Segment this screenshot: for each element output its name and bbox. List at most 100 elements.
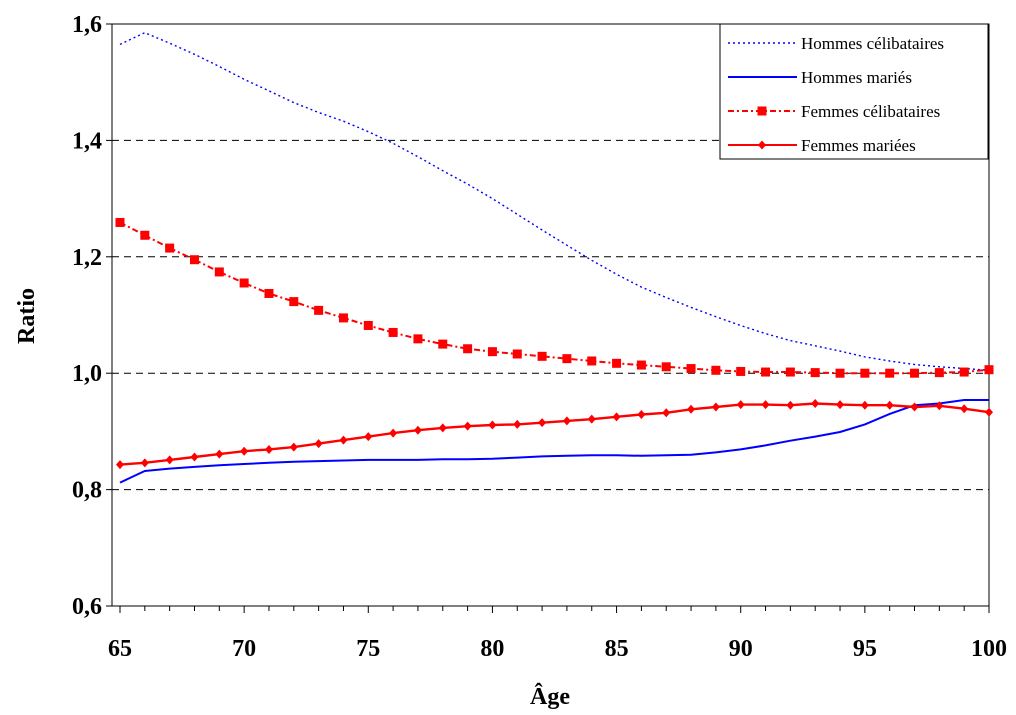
data-point xyxy=(239,278,249,288)
data-point xyxy=(985,407,993,417)
data-point xyxy=(115,217,125,227)
x-tick-label: 85 xyxy=(605,636,629,662)
data-point xyxy=(190,452,199,462)
data-point xyxy=(438,339,448,349)
legend-label: Femmes mariées xyxy=(801,136,916,155)
data-point xyxy=(314,305,324,315)
data-point xyxy=(264,288,274,298)
data-point xyxy=(860,368,870,378)
x-tick-label: 95 xyxy=(853,636,877,662)
data-point xyxy=(810,368,820,378)
x-tick-label: 75 xyxy=(356,636,380,662)
x-axis-title: Âge xyxy=(530,683,570,710)
data-point xyxy=(487,347,497,357)
x-tick-label: 65 xyxy=(108,636,132,662)
data-point xyxy=(215,449,224,459)
y-tick-label: 1,2 xyxy=(72,245,102,271)
data-point xyxy=(934,368,944,378)
series-line xyxy=(119,31,990,371)
y-tick-label: 0,8 xyxy=(72,478,102,504)
data-point xyxy=(984,365,994,375)
data-point xyxy=(910,368,920,378)
data-point xyxy=(264,444,273,454)
data-point xyxy=(339,435,348,445)
x-axis-ticks: 65 70 75 80 85 90 95 100 xyxy=(108,606,1007,662)
data-point xyxy=(116,460,124,470)
y-tick-label: 1,0 xyxy=(72,361,102,387)
data-point xyxy=(562,354,572,364)
data-point xyxy=(885,368,895,378)
data-point xyxy=(736,366,746,376)
data-point xyxy=(289,442,298,452)
data-point xyxy=(885,400,894,410)
data-point xyxy=(438,423,447,433)
data-point xyxy=(612,412,621,422)
data-point xyxy=(538,418,547,428)
data-point xyxy=(537,351,547,361)
data-point xyxy=(758,140,766,150)
data-point xyxy=(513,419,522,429)
x-tick-label: 100 xyxy=(971,636,1007,662)
y-tick-label: 1,4 xyxy=(72,128,102,154)
data-point xyxy=(363,320,373,330)
data-point xyxy=(463,344,473,354)
data-point xyxy=(910,402,919,412)
data-point xyxy=(488,420,497,430)
data-point xyxy=(835,368,845,378)
series-layer xyxy=(115,31,994,484)
data-point xyxy=(662,408,671,418)
data-point xyxy=(338,313,348,323)
y-axis-title: Ratio xyxy=(14,288,40,344)
data-point xyxy=(959,367,969,377)
series-line xyxy=(119,221,990,375)
data-point xyxy=(935,401,944,411)
data-point xyxy=(757,106,767,116)
data-point xyxy=(711,365,721,375)
data-point xyxy=(761,367,771,377)
data-point xyxy=(860,400,869,410)
data-point xyxy=(389,428,398,438)
data-point xyxy=(165,455,174,465)
data-point xyxy=(636,360,646,370)
series-femmes-mariees xyxy=(116,398,993,470)
data-point xyxy=(388,327,398,337)
data-point xyxy=(786,400,795,410)
data-point xyxy=(661,362,671,372)
data-point xyxy=(413,334,423,344)
data-point xyxy=(165,243,175,253)
legend-box xyxy=(719,23,989,160)
series-hommes-celibataires xyxy=(119,31,990,371)
data-point xyxy=(214,267,224,277)
data-point xyxy=(687,404,696,414)
data-point xyxy=(512,349,522,359)
series-line xyxy=(119,399,989,484)
y-tick-label: 0,6 xyxy=(72,594,102,620)
legend-label: Hommes célibataires xyxy=(801,34,944,53)
data-point xyxy=(364,432,373,442)
data-point xyxy=(189,255,199,265)
data-point xyxy=(960,404,969,414)
data-point xyxy=(711,402,720,412)
legend: Hommes célibataires Hommes mariés Femmes c… xyxy=(719,23,989,160)
data-point xyxy=(140,230,150,240)
legend-item: Femmes célibataires xyxy=(728,102,940,121)
legend-item: Femmes mariées xyxy=(728,136,916,155)
series-hommes-maries xyxy=(119,399,989,484)
legend-label: Femmes célibataires xyxy=(801,102,940,121)
data-point xyxy=(587,414,596,424)
gridlines xyxy=(112,139,989,491)
data-point xyxy=(811,398,820,408)
series-femmes-celibataires xyxy=(115,217,994,378)
series-line xyxy=(119,402,990,466)
x-tick-label: 70 xyxy=(232,636,256,662)
legend-label: Hommes mariés xyxy=(801,68,912,87)
x-tick-label: 80 xyxy=(480,636,504,662)
data-point xyxy=(686,364,696,374)
data-point xyxy=(240,446,249,456)
data-point xyxy=(836,400,845,410)
y-axis-ticks: 0,6 0,8 1,0 1,2 1,4 1,6 xyxy=(72,12,112,620)
legend-item: Hommes célibataires xyxy=(728,34,944,53)
data-point xyxy=(587,356,597,366)
data-point xyxy=(761,400,770,410)
